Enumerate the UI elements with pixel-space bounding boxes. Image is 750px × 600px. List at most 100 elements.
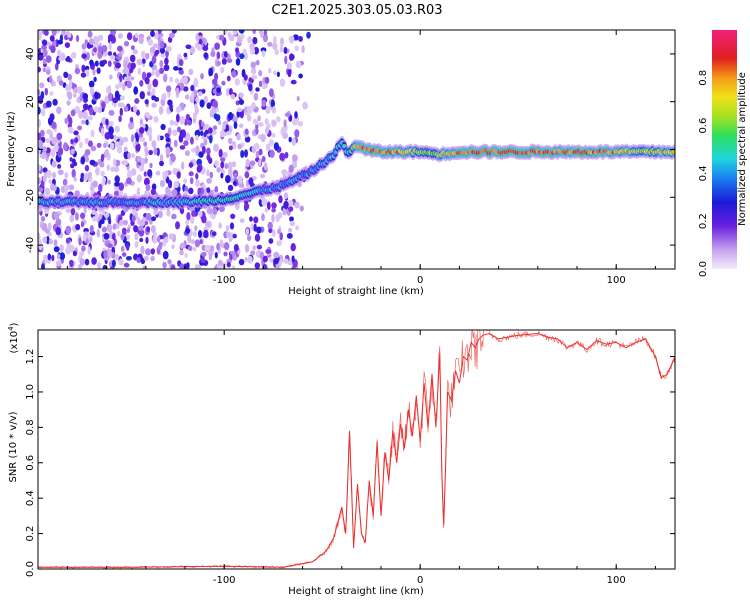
spectrogram-noise-cell: [53, 239, 58, 247]
spectrogram-noise-cell: [201, 88, 206, 94]
spectrogram-noise-cell: [151, 55, 157, 64]
y-tick-label: 1.0: [25, 384, 36, 400]
spectrogram-noise-cell: [258, 148, 263, 156]
spectrogram-noise-cell: [108, 109, 115, 116]
colorbar-gradient: [712, 30, 737, 269]
spectrogram-noise-cell: [276, 71, 280, 78]
spectrogram-noise-cell: [272, 42, 278, 50]
spectrogram-noise-cell: [211, 231, 217, 237]
spectrogram-noise-cell: [193, 231, 197, 238]
spectrogram-noise-cell: [226, 258, 232, 264]
spectrogram-noise-cell: [165, 85, 172, 93]
spectrogram-noise-cell: [89, 159, 96, 166]
spectrogram-noise-cell: [220, 66, 225, 74]
spectrogram-noise-cell: [119, 73, 123, 82]
spectrogram-noise-cell: [247, 255, 253, 264]
spectrogram-noise-cell: [143, 141, 148, 147]
spectrogram-noise-cell: [199, 239, 203, 245]
spectrogram-noise-cell: [141, 58, 146, 64]
spectrogram-noise-cell: [233, 121, 238, 129]
spectrogram-noise-cell: [67, 126, 74, 134]
spectrogram-noise-cell: [220, 172, 224, 179]
spectrogram-noise-cell: [42, 67, 46, 73]
spectrogram-noise-cell: [56, 253, 61, 260]
spectrogram-noise-cell: [268, 228, 273, 234]
spectrogram-noise-cell: [114, 175, 120, 184]
spectrogram-noise-cell: [74, 137, 79, 144]
spectrogram-noise-cell: [222, 151, 228, 158]
spectrogram-noise-cell: [166, 209, 171, 217]
spectrogram-noise-cell: [96, 229, 101, 238]
spectrogram-noise-cell: [155, 170, 161, 176]
y-tick-label: 0: [25, 146, 36, 152]
spectrogram-noise-cell: [193, 79, 199, 88]
spectrogram-noise-cell: [179, 263, 184, 269]
spectrogram-noise-cell: [299, 205, 304, 212]
spectrogram-noise-cell: [103, 250, 108, 259]
spectrogram-noise-cell: [268, 238, 274, 244]
spectrogram-noise-cell: [78, 237, 82, 246]
spectrogram-noise-cell: [270, 99, 275, 109]
spectrogram-noise-cell: [264, 76, 270, 84]
spectrogram-noise-cell: [159, 40, 165, 49]
spectrogram-noise-cell: [224, 30, 228, 36]
spectrogram-noise-cell: [187, 235, 192, 243]
spectrogram-noise-cell: [44, 187, 51, 196]
spectrogram-noise-cell: [84, 164, 90, 172]
spectrogram-noise-cell: [94, 91, 98, 99]
spectrogram-noise-cell: [81, 245, 86, 252]
spectrogram-noise-cell: [179, 145, 186, 150]
spectrogram-noise-cell: [183, 76, 188, 83]
spectrogram-noise-cell: [66, 55, 71, 63]
spectrogram-noise-cell: [232, 30, 238, 36]
spectrogram-noise-cell: [216, 51, 221, 60]
spectrogram-noise-cell: [168, 32, 175, 39]
spectrogram-noise-cell: [219, 34, 225, 41]
spectrogram-noise-cell: [302, 101, 308, 110]
spectrogram-plot-area: [38, 30, 675, 269]
spectrogram-noise-cell: [288, 136, 292, 143]
spectrogram-noise-cell: [68, 184, 75, 191]
spectrogram-noise-cell: [174, 78, 179, 84]
spectrogram-noise-cell: [253, 119, 259, 126]
spectrogram-noise-cell: [247, 105, 253, 115]
spectrogram-noise-cell: [213, 113, 218, 120]
spectrogram-noise-cell: [38, 238, 42, 246]
spectrogram-noise-cell: [109, 134, 114, 140]
spectrogram-noise-cell: [164, 57, 169, 65]
spectrogram-noise-cell: [283, 46, 288, 55]
spectrogram-noise-cell: [131, 153, 136, 159]
spectrogram-noise-cell: [84, 137, 89, 144]
spectrogram-noise-cell: [214, 186, 219, 193]
spectrogram-noise-cell: [231, 70, 237, 78]
spectrogram-noise-cell: [188, 68, 194, 75]
spectrogram-noise-cell: [203, 52, 209, 59]
spectrogram-noise-cell: [123, 146, 128, 152]
spectrogram-noise-cell: [84, 149, 91, 156]
spectrogram-noise-cell: [280, 128, 284, 136]
spectrogram-noise-cell: [244, 136, 251, 143]
spectrogram-noise-cell: [152, 235, 157, 244]
spectrogram-noise-cell: [297, 120, 304, 127]
spectrogram-noise-cell: [108, 126, 114, 135]
spectrogram-noise-cell: [198, 210, 203, 218]
spectrogram-noise-cell: [107, 92, 113, 101]
spectrogram-noise-cell: [237, 175, 243, 185]
spectrogram-noise-cell: [123, 40, 130, 47]
spectrogram-noise-cell: [144, 99, 149, 105]
spectrogram-noise-cell: [58, 146, 64, 156]
snr-multiplier: (x104): [7, 322, 20, 353]
spectrogram-noise-cell: [171, 244, 175, 249]
spectrogram-noise-cell: [50, 45, 56, 54]
spectrogram-noise-cell: [306, 31, 311, 39]
spectrogram-noise-cell: [256, 244, 263, 250]
spectrogram-noise-cell: [247, 114, 252, 122]
spectrogram-noise-cell: [269, 257, 275, 263]
spectrogram-noise-cell: [223, 251, 228, 257]
x-tick-label: 100: [607, 575, 626, 586]
spectrogram-noise-cell: [191, 148, 196, 153]
spectrogram-noise-cell: [254, 262, 260, 269]
spectrogram-noise-cell: [239, 110, 244, 119]
spectrogram-noise-cell: [148, 149, 153, 156]
